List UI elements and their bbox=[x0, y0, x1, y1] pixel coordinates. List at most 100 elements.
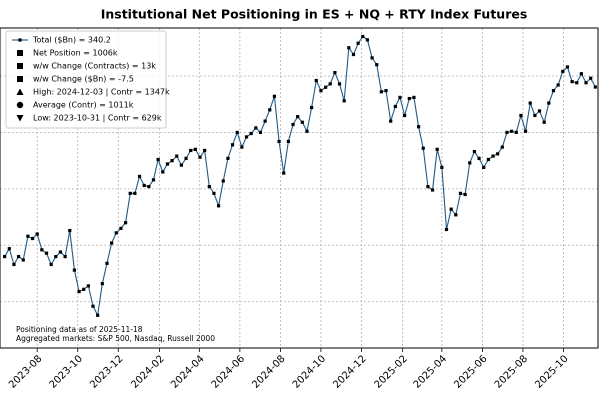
point-marker bbox=[35, 232, 39, 236]
x-tick-label: 2023-10 bbox=[48, 353, 85, 390]
legend-box bbox=[5, 30, 167, 129]
x-tick-label: 2025-04 bbox=[412, 353, 449, 390]
point-marker bbox=[393, 104, 397, 109]
point-marker bbox=[417, 125, 421, 129]
x-tick-label: 2024-02 bbox=[129, 353, 166, 390]
x-tick-label: 2024-06 bbox=[210, 353, 247, 390]
legend-label: Average (Contr) = 1011k bbox=[33, 101, 134, 110]
point-marker bbox=[500, 145, 504, 149]
point-marker bbox=[142, 183, 146, 188]
legend-marker bbox=[17, 63, 23, 69]
point-marker bbox=[212, 191, 216, 195]
point-marker bbox=[421, 146, 425, 150]
point-marker bbox=[551, 89, 556, 93]
point-marker bbox=[286, 139, 290, 144]
x-tick-label: 2024-10 bbox=[291, 353, 328, 390]
point-marker bbox=[249, 131, 253, 136]
point-marker bbox=[333, 70, 337, 75]
point-marker bbox=[203, 148, 207, 153]
point-marker bbox=[379, 90, 383, 94]
point-marker bbox=[30, 236, 35, 241]
point-marker bbox=[472, 149, 477, 154]
point-marker bbox=[300, 120, 304, 124]
point-marker bbox=[105, 261, 109, 265]
point-marker bbox=[198, 155, 202, 159]
point-marker bbox=[365, 38, 370, 42]
point-marker bbox=[263, 119, 267, 123]
legend-marker bbox=[16, 115, 24, 122]
chart-title: Institutional Net Positioning in ES + NQ… bbox=[101, 7, 528, 22]
x-tick-label: 2023-12 bbox=[88, 353, 125, 390]
point-marker bbox=[221, 179, 225, 183]
point-marker bbox=[444, 227, 449, 232]
legend-marker bbox=[16, 101, 24, 109]
legend-label: w/w Change ($Bn) = -7.5 bbox=[33, 75, 134, 84]
point-marker bbox=[523, 129, 528, 133]
point-marker bbox=[565, 65, 570, 69]
point-marker bbox=[342, 99, 346, 103]
point-marker bbox=[463, 192, 467, 197]
point-marker bbox=[458, 191, 463, 195]
point-marker bbox=[184, 156, 188, 160]
point-marker bbox=[561, 69, 565, 74]
point-marker bbox=[170, 159, 174, 163]
point-marker bbox=[593, 85, 597, 89]
point-marker bbox=[375, 63, 379, 67]
point-marker bbox=[179, 163, 183, 167]
x-tick-label: 2025-08 bbox=[493, 353, 530, 390]
point-marker bbox=[268, 108, 272, 112]
legend-marker bbox=[16, 88, 24, 95]
point-marker bbox=[82, 287, 86, 291]
plot-frame bbox=[0, 27, 599, 349]
x-tick-label: 2024-08 bbox=[250, 353, 287, 390]
point-marker bbox=[496, 152, 500, 156]
point-marker bbox=[398, 95, 402, 100]
point-marker bbox=[3, 254, 7, 259]
point-marker bbox=[161, 170, 165, 174]
point-marker bbox=[412, 95, 416, 100]
point-marker bbox=[514, 130, 518, 135]
point-marker bbox=[175, 154, 179, 158]
point-marker bbox=[137, 174, 142, 179]
point-marker bbox=[17, 254, 21, 259]
legend-marker bbox=[18, 38, 22, 42]
legend-marker bbox=[17, 76, 23, 82]
point-marker bbox=[291, 122, 295, 127]
point-marker bbox=[486, 157, 490, 162]
point-marker bbox=[128, 191, 132, 195]
point-marker bbox=[40, 248, 44, 252]
point-marker bbox=[328, 82, 332, 86]
point-marker bbox=[584, 81, 588, 85]
point-marker bbox=[49, 262, 53, 267]
point-marker bbox=[440, 165, 444, 170]
point-marker bbox=[44, 251, 49, 255]
point-marker bbox=[193, 147, 197, 151]
point-marker bbox=[542, 120, 546, 124]
point-marker bbox=[63, 254, 67, 259]
point-marker bbox=[12, 262, 16, 267]
point-marker bbox=[430, 188, 435, 192]
point-marker bbox=[389, 119, 393, 123]
point-marker bbox=[533, 113, 537, 118]
point-marker bbox=[244, 135, 249, 139]
point-marker bbox=[323, 85, 328, 89]
point-marker bbox=[468, 161, 472, 165]
point-marker bbox=[575, 81, 579, 85]
point-marker bbox=[579, 72, 583, 76]
legend-label: Low: 2023-10-31 | Contr = 629k bbox=[33, 114, 162, 123]
point-marker bbox=[100, 282, 104, 286]
x-tick-label: 2024-12 bbox=[331, 353, 368, 390]
point-marker bbox=[156, 157, 160, 162]
point-marker bbox=[407, 96, 411, 101]
point-marker bbox=[589, 76, 593, 80]
point-marker bbox=[235, 130, 239, 135]
point-marker bbox=[361, 34, 365, 39]
point-marker bbox=[491, 154, 495, 158]
point-marker bbox=[426, 184, 430, 189]
point-marker bbox=[207, 184, 211, 189]
point-marker bbox=[114, 231, 118, 235]
point-marker bbox=[296, 115, 300, 119]
point-marker bbox=[351, 52, 356, 57]
point-marker bbox=[537, 109, 542, 113]
point-marker bbox=[110, 241, 114, 245]
